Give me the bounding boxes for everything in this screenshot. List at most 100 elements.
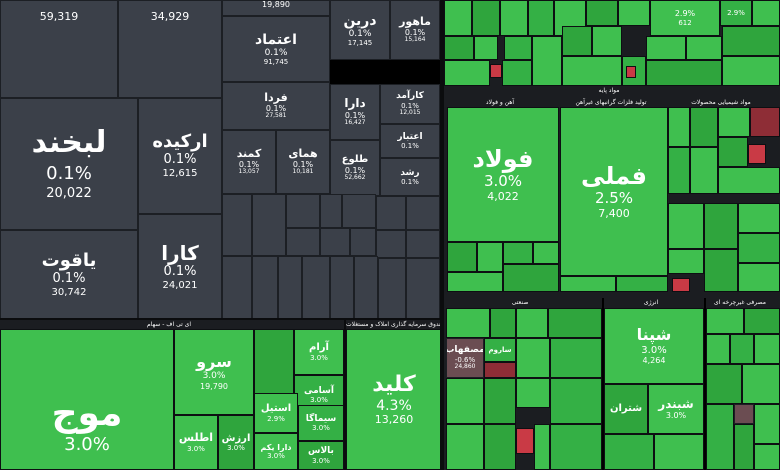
tile-small[interactable] (444, 0, 472, 36)
tile-small[interactable] (446, 424, 484, 470)
tile-small[interactable] (562, 56, 622, 86)
tile-612[interactable]: 2.9% 612 (650, 0, 720, 36)
tile-fameli[interactable]: فملی 2.5% 7,400 (560, 107, 668, 276)
dark-small-tile[interactable] (302, 256, 330, 320)
tile-bakish[interactable]: بالاس 3.0% (298, 441, 344, 470)
tile-balam[interactable]: دارا یکم 3.0% (254, 433, 298, 470)
tile-arzesh[interactable]: ارزش 3.0% (218, 415, 254, 470)
tile-small[interactable] (503, 242, 533, 264)
tile-foolad[interactable]: فولاد 3.0% 4,022 (447, 107, 559, 242)
tile-farda[interactable]: فردا 0.1% 27,581 (222, 82, 330, 130)
tile-small[interactable] (534, 424, 550, 470)
tile-saroom[interactable]: ساروم (484, 338, 516, 362)
tile-small[interactable] (447, 272, 503, 292)
tile-red[interactable] (672, 278, 690, 292)
dark-small-tile[interactable] (330, 256, 354, 320)
tile-small[interactable] (754, 334, 780, 364)
tile-small[interactable] (704, 203, 738, 249)
tile-aram[interactable]: آرام 3.0% (294, 329, 344, 375)
tile-dara[interactable]: دارا 0.1% 16,427 (330, 84, 380, 140)
tile-small[interactable] (503, 264, 559, 292)
dark-small-tile[interactable] (222, 194, 252, 256)
tile-small[interactable] (474, 36, 498, 60)
tile-shabandar[interactable]: شبندر 3.0% (648, 384, 704, 434)
tile-homay[interactable]: همای 0.1% 10,181 (276, 130, 330, 194)
dark-small-tile[interactable] (342, 194, 376, 228)
tile-small[interactable] (586, 0, 618, 26)
tile-small[interactable] (484, 378, 516, 424)
tile-small[interactable] (444, 36, 474, 60)
tile-small[interactable] (734, 424, 754, 470)
tile-small[interactable] (730, 334, 754, 364)
dark-small-tile[interactable] (376, 230, 406, 258)
tile-labkhand[interactable]: لبخند 0.1% 20,022 (0, 98, 138, 230)
tile-small[interactable] (690, 147, 718, 194)
tile-small[interactable] (668, 147, 690, 194)
tile-small[interactable] (718, 107, 750, 137)
tile-kara[interactable]: کارا 0.1% 24,021 (138, 214, 222, 320)
tile-small[interactable] (592, 26, 622, 56)
tile-small[interactable] (742, 364, 780, 404)
tile-small[interactable] (738, 233, 780, 263)
dark-small-tile[interactable] (378, 258, 406, 320)
tile-small[interactable] (562, 26, 592, 56)
tile-small[interactable] (447, 242, 477, 272)
tile-small[interactable] (718, 137, 748, 167)
tile-small[interactable] (444, 60, 490, 86)
tile-karamad[interactable]: کارآمد 0.1% 12,015 (380, 84, 440, 124)
dark-small-tile[interactable] (376, 196, 406, 230)
tile-small[interactable] (668, 107, 690, 147)
tile-dark[interactable] (734, 404, 754, 424)
tile-dorin[interactable]: درین 0.1% 17,145 (330, 0, 390, 60)
tile-kelid[interactable]: کلید 4.3% 13,260 (346, 329, 442, 470)
tile-small[interactable] (668, 249, 704, 274)
dark-small-tile[interactable] (252, 256, 278, 320)
tile-red[interactable] (490, 64, 502, 78)
tile-59319[interactable]: 59,319 (0, 0, 118, 98)
tile-atlas[interactable]: اطلس 3.0% (174, 415, 218, 470)
tile-small[interactable] (618, 0, 650, 26)
tile-serv[interactable]: سرو 3.0% 19,790 (174, 329, 254, 415)
tile-small[interactable] (472, 0, 500, 36)
tile-small[interactable] (722, 26, 780, 56)
tile-small[interactable] (560, 276, 616, 292)
tile-small[interactable] (532, 36, 562, 86)
tile-small[interactable] (548, 308, 602, 338)
dark-small-tile[interactable] (320, 228, 350, 256)
tile-small[interactable] (616, 276, 668, 292)
tile-small[interactable] (738, 263, 780, 292)
dark-small-tile[interactable] (354, 256, 378, 320)
tile-small[interactable] (754, 444, 780, 470)
dark-small-tile[interactable] (350, 228, 376, 256)
tile-small[interactable] (646, 36, 686, 60)
tile-simaga[interactable]: سیماگا 3.0% (298, 405, 344, 441)
tile-roshd[interactable]: رشد 0.1% (380, 158, 440, 196)
dark-small-tile[interactable] (320, 194, 342, 228)
tile-small[interactable] (706, 308, 744, 334)
tile-msoaha[interactable]: مصفهاب -0.6% 24,860 (446, 338, 484, 378)
tile-small[interactable] (744, 308, 780, 334)
tile-small[interactable] (654, 434, 704, 470)
tile-34929[interactable]: 34,929 (118, 0, 222, 98)
tile-small[interactable] (706, 364, 742, 404)
tile-small[interactable] (516, 308, 548, 338)
tile-estil[interactable]: استیل 2.9% (254, 393, 298, 433)
tile-29[interactable]: 2.9% (720, 0, 752, 26)
tile-arkide[interactable]: ارکیده 0.1% 12,615 (138, 98, 222, 214)
dark-small-tile[interactable] (278, 256, 302, 320)
dark-small-tile[interactable] (406, 258, 440, 320)
tile-small[interactable] (477, 242, 503, 272)
dark-small-tile[interactable] (406, 196, 440, 230)
tile-small[interactable] (738, 203, 780, 233)
tile-talu[interactable]: طلوع 0.1% 52,662 (330, 140, 380, 196)
tile-19890[interactable]: 19,890 (222, 0, 330, 16)
tile-small[interactable] (446, 378, 484, 424)
tile-small[interactable] (484, 424, 516, 470)
tile-small[interactable] (686, 36, 722, 60)
tile-small[interactable] (446, 308, 490, 338)
dark-small-tile[interactable] (222, 256, 252, 320)
dark-small-tile[interactable] (406, 230, 440, 258)
tile-red[interactable] (626, 66, 636, 78)
tile-etebar[interactable]: اعتبار 0.1% (380, 124, 440, 158)
tile-mahor[interactable]: ماهور 0.1% 15,164 (390, 0, 440, 60)
